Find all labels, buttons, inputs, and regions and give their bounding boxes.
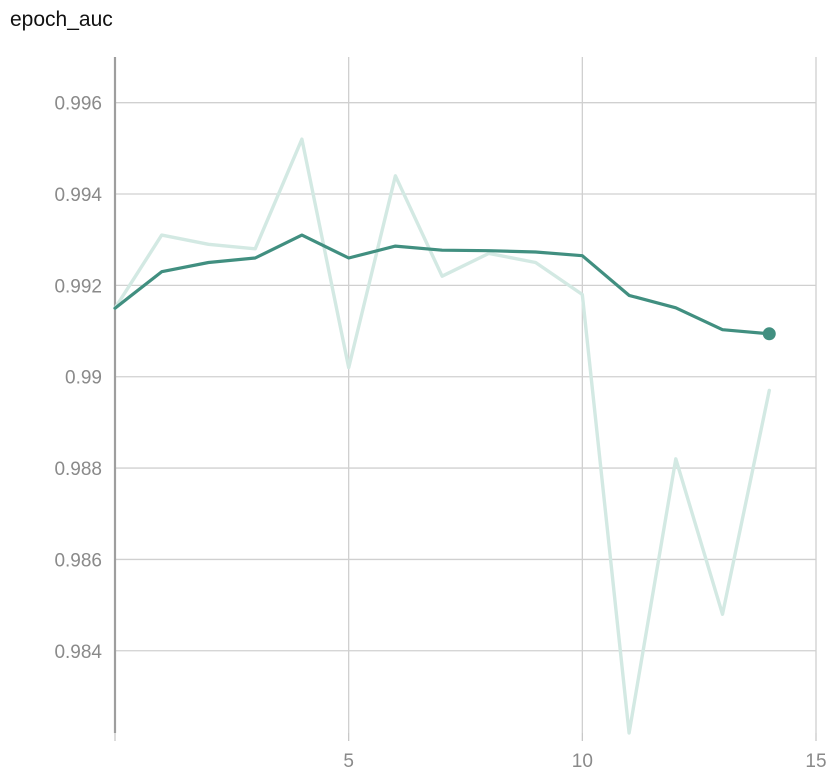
y-tick-label: 0.996 bbox=[54, 94, 102, 115]
y-tick-label: 0.994 bbox=[54, 185, 102, 206]
raw-series-line bbox=[115, 139, 769, 733]
y-tick-label: 0.986 bbox=[54, 550, 102, 571]
smoothed-series-line bbox=[115, 235, 769, 334]
series-endpoint-marker bbox=[763, 327, 776, 340]
y-tick-label: 0.984 bbox=[54, 642, 102, 663]
y-tick-label: 0.99 bbox=[65, 368, 102, 389]
x-tick-label: 15 bbox=[805, 751, 826, 772]
y-tick-label: 0.988 bbox=[54, 459, 102, 480]
y-tick-label: 0.992 bbox=[54, 276, 102, 297]
x-tick-label: 5 bbox=[343, 751, 354, 772]
x-tick-label: 10 bbox=[572, 751, 593, 772]
